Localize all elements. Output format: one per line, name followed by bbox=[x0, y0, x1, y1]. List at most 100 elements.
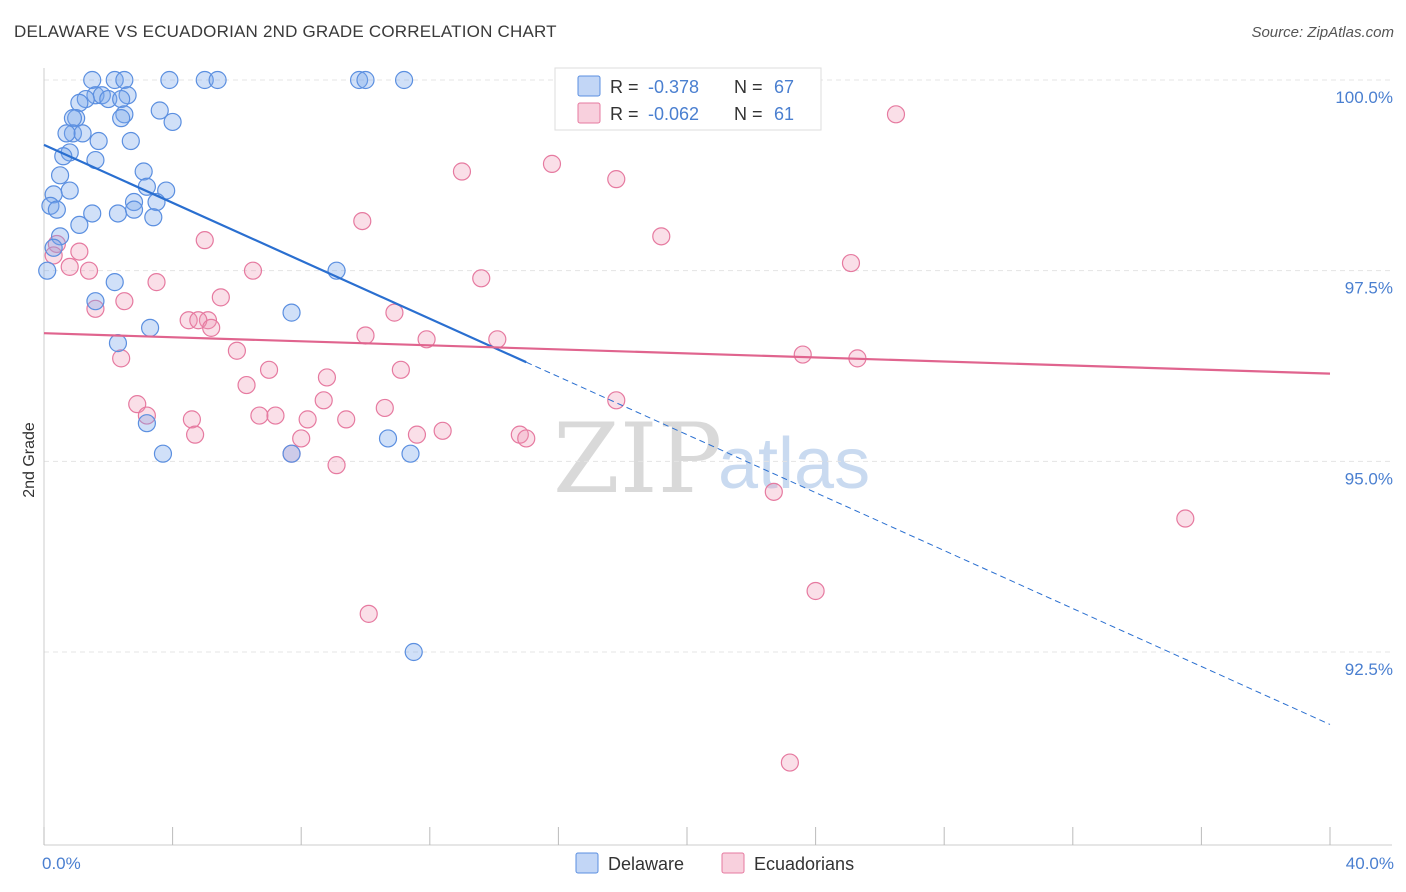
correlation-legend: R = -0.378 N = 67 R = -0.062 N = 61 bbox=[554, 67, 822, 131]
ecuadorians-point bbox=[356, 326, 375, 345]
y-tick-labels: 100.0% 97.5% 95.0% 92.5% bbox=[1335, 88, 1393, 679]
delaware-point bbox=[63, 124, 83, 143]
ecuadorians-point bbox=[1176, 509, 1195, 528]
delaware-point bbox=[115, 70, 134, 90]
ecuadorians-point bbox=[259, 360, 279, 379]
ecuadorians-point bbox=[112, 349, 131, 368]
ecuadorians-point bbox=[137, 406, 156, 425]
ecuadorians-point bbox=[60, 257, 79, 276]
legend-n-value-ecuadorians: 61 bbox=[774, 104, 794, 124]
ecuadorians-point bbox=[806, 581, 825, 601]
delaware-point bbox=[112, 89, 131, 109]
ecuadorians-point bbox=[780, 753, 799, 772]
delaware-point bbox=[86, 292, 105, 311]
ecuadorians-point bbox=[243, 261, 263, 280]
ecuadorians-point bbox=[793, 345, 812, 364]
ecuadorians-point bbox=[375, 398, 394, 418]
delaware-point bbox=[124, 200, 144, 219]
delaware-point bbox=[99, 89, 118, 109]
ecuadorians-point bbox=[266, 406, 285, 425]
delaware-points bbox=[38, 70, 423, 662]
y-axis-label: 2nd Grade bbox=[21, 422, 38, 498]
ecuadorians-point bbox=[237, 375, 256, 395]
ecuadorians-point bbox=[407, 425, 427, 444]
delaware-trend-line bbox=[43, 143, 527, 364]
chart-source: Source: ZipAtlas.com bbox=[1251, 24, 1394, 41]
legend-swatch-delaware bbox=[577, 75, 601, 97]
ecuadorians-point bbox=[327, 456, 346, 475]
y-tick-label: 95.0% bbox=[1345, 469, 1393, 488]
trend-lines bbox=[43, 143, 1331, 725]
ecuadorians-point bbox=[472, 269, 491, 288]
bottom-legend-label-ecuadorians: Ecuadorians bbox=[754, 854, 854, 874]
delaware-point bbox=[60, 181, 79, 200]
delaware-point bbox=[108, 204, 128, 223]
ecuadorians-point bbox=[182, 410, 201, 429]
delaware-point bbox=[378, 429, 398, 448]
delaware-point bbox=[70, 93, 89, 112]
delaware-point bbox=[282, 444, 301, 463]
y-tick-label: 92.5% bbox=[1345, 660, 1393, 679]
ecuadorians-point bbox=[488, 330, 507, 349]
delaware-trend-extension bbox=[526, 361, 1331, 725]
legend-n-value-delaware: 67 bbox=[774, 77, 794, 97]
delaware-point bbox=[44, 238, 63, 257]
ecuadorians-point bbox=[417, 330, 436, 349]
delaware-point bbox=[83, 204, 102, 223]
ecuadorians-point bbox=[359, 604, 378, 623]
ecuadorians-point bbox=[79, 261, 99, 280]
watermark-zip: ZIP bbox=[553, 403, 722, 515]
delaware-point bbox=[140, 318, 160, 337]
delaware-point bbox=[394, 70, 414, 90]
ecuadorians-point bbox=[353, 211, 372, 231]
delaware-point bbox=[163, 112, 182, 132]
delaware-point bbox=[38, 261, 57, 280]
x-tick-labels: 0.0% 40.0% bbox=[42, 854, 1394, 873]
ecuadorians-point bbox=[841, 253, 861, 273]
delaware-point bbox=[208, 70, 227, 90]
legend-r-label-ecuadorians: R = bbox=[610, 104, 639, 124]
delaware-point bbox=[195, 70, 214, 90]
ecuadorians-point bbox=[886, 105, 906, 124]
legend-swatch-ecuadorians bbox=[577, 102, 601, 124]
delaware-point bbox=[83, 70, 102, 90]
ecuadorians-point bbox=[314, 391, 333, 410]
ecuadorians-point bbox=[186, 425, 205, 444]
delaware-point bbox=[112, 109, 131, 128]
delaware-point bbox=[160, 70, 179, 90]
ecuadorians-point bbox=[147, 273, 166, 292]
ecuadorians-point bbox=[292, 429, 311, 448]
ecuadorians-point bbox=[195, 231, 214, 250]
legend-box bbox=[554, 67, 822, 131]
delaware-point bbox=[73, 124, 92, 143]
ecuadorians-point bbox=[542, 154, 562, 173]
y-tick-label: 100.0% bbox=[1335, 88, 1393, 107]
delaware-point bbox=[282, 303, 301, 322]
bottom-legend-label-delaware: Delaware bbox=[608, 854, 684, 874]
x-tick-label: 0.0% bbox=[42, 854, 81, 873]
delaware-point bbox=[50, 227, 70, 246]
delaware-point bbox=[150, 101, 169, 120]
delaware-point bbox=[63, 109, 83, 128]
ecuadorians-point bbox=[298, 410, 317, 429]
ecuadorians-point bbox=[115, 292, 134, 311]
delaware-point bbox=[349, 70, 369, 90]
delaware-point bbox=[124, 192, 144, 212]
delaware-point bbox=[153, 444, 173, 463]
delaware-point bbox=[57, 124, 76, 143]
delaware-point bbox=[404, 642, 423, 662]
delaware-point bbox=[144, 208, 163, 227]
delaware-point bbox=[50, 166, 70, 185]
delaware-point bbox=[105, 70, 124, 90]
delaware-point bbox=[137, 414, 156, 433]
delaware-point bbox=[44, 185, 63, 204]
ecuadorians-point bbox=[250, 406, 269, 425]
ecuadorians-point bbox=[211, 288, 230, 307]
ecuadorians-point bbox=[179, 311, 198, 330]
ecuadorians-point bbox=[385, 303, 404, 322]
delaware-point bbox=[356, 70, 375, 90]
delaware-point bbox=[121, 131, 140, 151]
axes bbox=[43, 68, 1392, 846]
delaware-point bbox=[89, 131, 108, 151]
